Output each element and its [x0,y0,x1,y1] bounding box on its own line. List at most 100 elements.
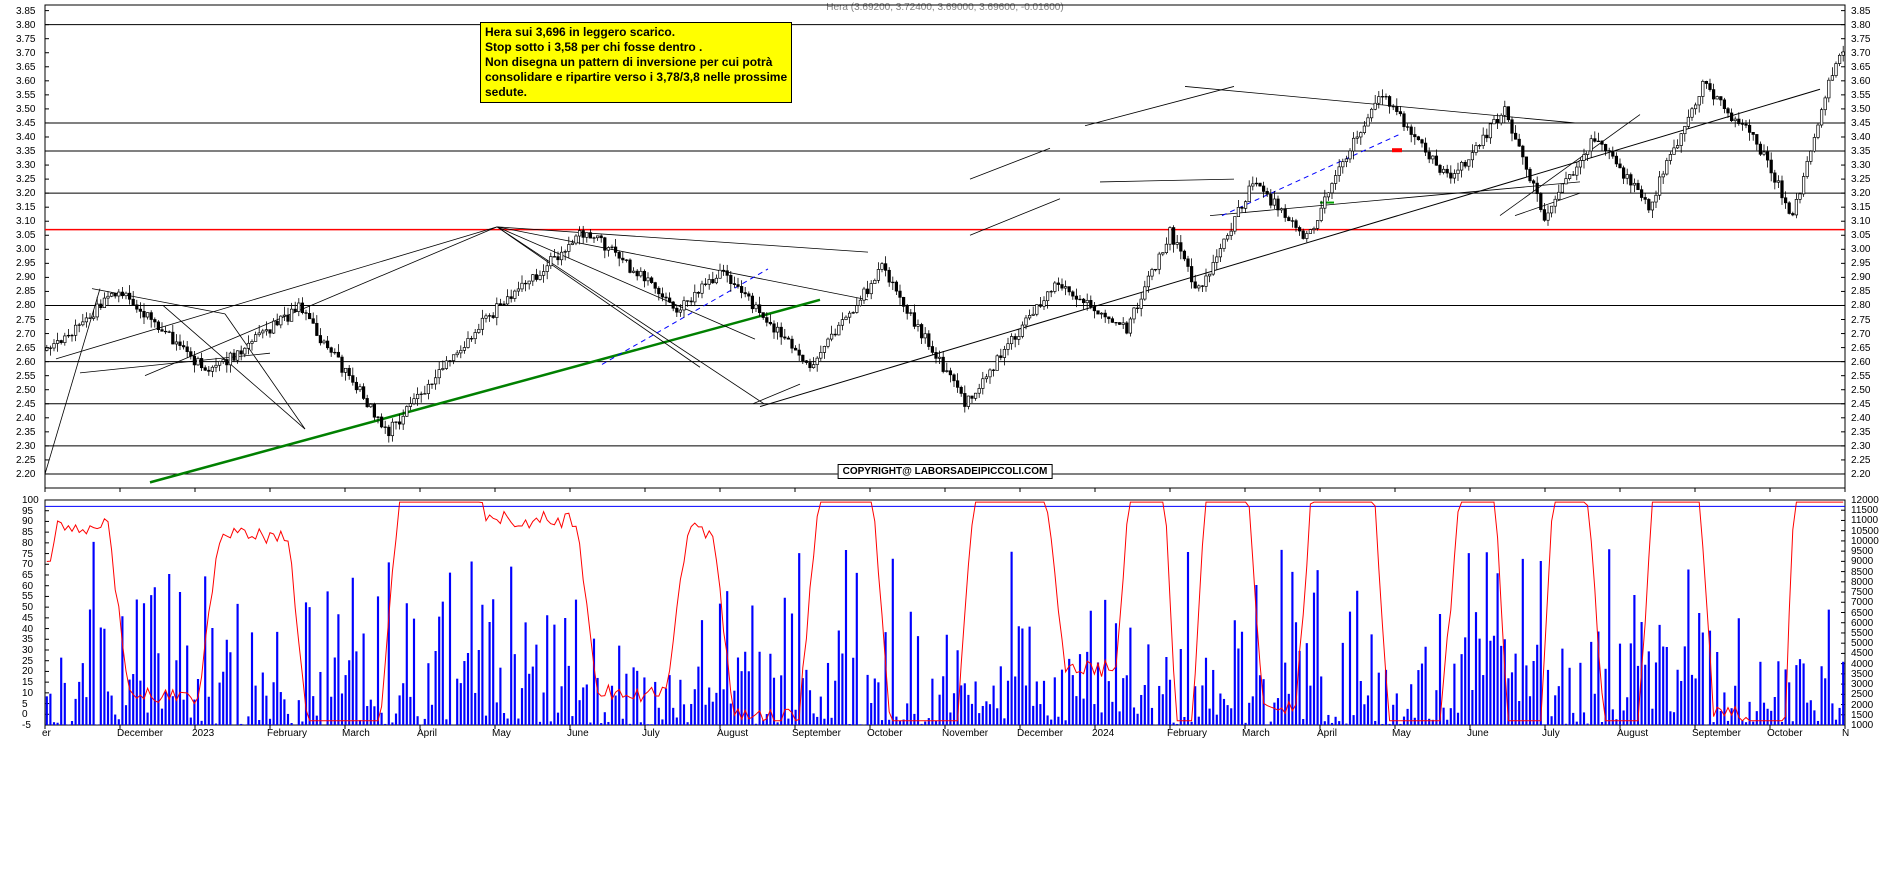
x-tick: February [1167,728,1207,894]
y-tick-left: 3.85 [16,6,35,17]
y-tick-right: 3.15 [1851,202,1870,213]
vol-tick: 2000 [1851,700,1873,711]
y-tick-left: 3.70 [16,48,35,59]
y-tick-right: 2.35 [1851,427,1870,438]
vol-tick: 7000 [1851,597,1873,608]
y-tick-left: 3.20 [16,188,35,199]
y-tick-left: 3.45 [16,118,35,129]
y-tick-right: 3.65 [1851,62,1870,73]
y-tick-left: 3.55 [16,90,35,101]
osc-tick: 65 [22,570,33,581]
y-tick-left: 3.60 [16,76,35,87]
vol-tick: 4500 [1851,648,1873,659]
y-tick-left: 2.55 [16,371,35,382]
osc-tick: 50 [22,602,33,613]
y-tick-right: 3.85 [1851,6,1870,17]
y-tick-right: 2.20 [1851,469,1870,480]
x-tick: N [1842,728,1849,894]
y-tick-left: 2.20 [16,469,35,480]
vol-tick: 2500 [1851,689,1873,700]
vol-tick: 1000 [1851,720,1873,731]
x-tick: 2024 [1092,728,1114,894]
vol-tick: 5500 [1851,628,1873,639]
x-tick: March [342,728,370,894]
y-tick-right: 3.60 [1851,76,1870,87]
y-tick-left: 3.40 [16,132,35,143]
x-tick: July [1542,728,1560,894]
osc-tick: 10 [22,688,33,699]
y-tick-right: 3.70 [1851,48,1870,59]
x-tick: October [1767,728,1803,894]
vol-tick: 5000 [1851,638,1873,649]
y-tick-right: 3.80 [1851,20,1870,31]
y-tick-left: 2.80 [16,300,35,311]
x-tick: June [567,728,589,894]
y-tick-right: 3.10 [1851,216,1870,227]
y-tick-left: 3.05 [16,230,35,241]
y-tick-right: 3.35 [1851,146,1870,157]
y-tick-left: 2.45 [16,399,35,410]
osc-tick: 100 [22,495,39,506]
y-tick-left: 2.85 [16,286,35,297]
x-tick: July [642,728,660,894]
osc-tick: 5 [22,699,28,710]
osc-tick: 75 [22,549,33,560]
x-tick: April [417,728,437,894]
y-tick-right: 3.00 [1851,244,1870,255]
osc-tick: 60 [22,581,33,592]
vol-tick: 6500 [1851,608,1873,619]
y-tick-right: 3.45 [1851,118,1870,129]
osc-tick: 80 [22,538,33,549]
y-tick-left: 3.10 [16,216,35,227]
y-tick-right: 2.55 [1851,371,1870,382]
x-tick: December [1017,728,1063,894]
annotation-line: Non disegna un pattern di inversione per… [485,55,787,70]
y-tick-right: 3.50 [1851,104,1870,115]
y-tick-left: 3.00 [16,244,35,255]
vol-tick: 7500 [1851,587,1873,598]
osc-tick: 30 [22,645,33,656]
x-tick: February [267,728,307,894]
y-tick-left: 2.40 [16,413,35,424]
x-tick: June [1467,728,1489,894]
vol-tick: 12000 [1851,495,1879,506]
x-tick: May [492,728,511,894]
y-tick-right: 2.85 [1851,286,1870,297]
x-tick: December [117,728,163,894]
copyright-label: COPYRIGHT@ LABORSADEIPICCOLI.COM [838,464,1053,479]
y-tick-left: 2.65 [16,343,35,354]
y-tick-right: 3.55 [1851,90,1870,101]
osc-tick: 35 [22,634,33,645]
vol-tick: 1500 [1851,710,1873,721]
osc-tick: 25 [22,656,33,667]
vol-tick: 3500 [1851,669,1873,680]
annotation-line: sedute. [485,85,787,100]
x-tick: September [792,728,841,894]
y-tick-right: 3.75 [1851,34,1870,45]
y-tick-right: 2.80 [1851,300,1870,311]
vol-tick: 8500 [1851,567,1873,578]
osc-tick: 45 [22,613,33,624]
x-tick: April [1317,728,1337,894]
annotation-line: Hera sui 3,696 in leggero scarico. [485,25,787,40]
y-tick-left: 3.30 [16,160,35,171]
osc-tick: 40 [22,624,33,635]
x-tick: October [867,728,903,894]
y-tick-right: 2.75 [1851,315,1870,326]
osc-tick: 20 [22,666,33,677]
y-tick-right: 2.25 [1851,455,1870,466]
vol-tick: 11500 [1851,505,1878,516]
vol-tick: 4000 [1851,659,1873,670]
x-tick: November [942,728,988,894]
vol-tick: 9000 [1851,556,1873,567]
annotation-line: Stop sotto i 3,58 per chi fosse dentro . [485,40,787,55]
osc-tick: 15 [22,677,33,688]
y-tick-right: 3.20 [1851,188,1870,199]
y-tick-right: 3.05 [1851,230,1870,241]
annotation-line: consolidare e ripartire verso i 3,78/3,8… [485,70,787,85]
y-tick-right: 2.45 [1851,399,1870,410]
vol-tick: 10500 [1851,526,1879,537]
x-tick: March [1242,728,1270,894]
y-tick-left: 3.80 [16,20,35,31]
y-tick-left: 2.70 [16,329,35,340]
